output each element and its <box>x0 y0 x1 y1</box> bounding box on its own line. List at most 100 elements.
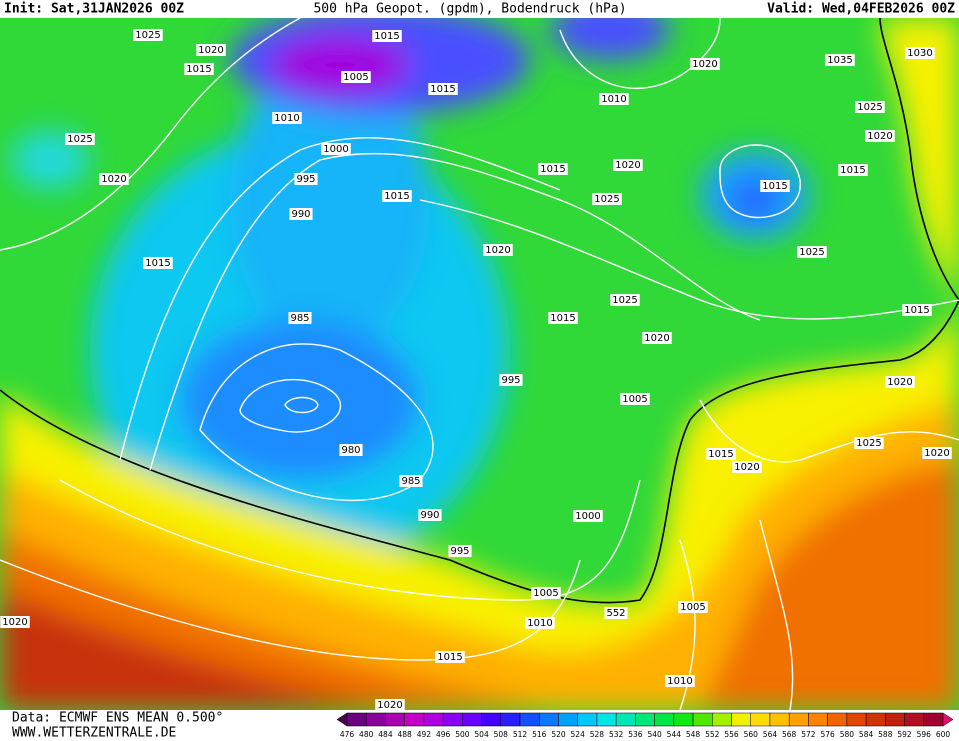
map-title: 500 hPa Geopot. (gpdm), Bodendruck (hPa) <box>313 2 626 17</box>
isobar-label: 985 <box>399 475 423 487</box>
isobar-label-box <box>825 54 855 66</box>
colorbar-label: 508 <box>494 730 509 739</box>
isobar-label-box <box>99 173 129 185</box>
isobar-label-text: 1020 <box>198 45 223 56</box>
isobar-label-text: 1010 <box>274 113 299 124</box>
isobar-label-text: 1015 <box>186 64 211 75</box>
isobar-label: 1015 <box>143 257 173 269</box>
isobar-label: 1025 <box>592 193 622 205</box>
isobar-label: 995 <box>499 374 523 386</box>
isobar-label-box <box>797 246 827 258</box>
isobar-label-text: 1005 <box>343 72 368 83</box>
isobar-label-box <box>196 44 226 56</box>
isobar-label-text: 1015 <box>145 258 170 269</box>
isobar-label: 1015 <box>548 312 578 324</box>
isobar-label-box <box>885 376 915 388</box>
colorbar-cell <box>558 712 578 727</box>
colorbar-cell <box>596 712 617 727</box>
isobar-label-box <box>272 112 302 124</box>
isobar-label-text: 1005 <box>622 394 647 405</box>
isobar-label: 1015 <box>838 164 868 176</box>
isobar-label-box <box>428 83 458 95</box>
isobar-label-box <box>838 164 868 176</box>
valid-time: Valid: Wed,04FEB2026 00Z <box>767 2 955 17</box>
isobar-label-box <box>288 312 312 324</box>
isobar-label: 1015 <box>382 190 412 202</box>
isobars <box>0 18 959 710</box>
isobar-label: 1015 <box>706 448 736 460</box>
isobar-label: 1015 <box>760 180 790 192</box>
isobar-label-text: 1035 <box>827 55 852 66</box>
colorbar-label: 552 <box>705 730 720 739</box>
colorbar-cell <box>423 712 444 727</box>
isobar-label-text: 1025 <box>612 295 637 306</box>
isobar-label-box <box>143 257 173 269</box>
isobar-label-box <box>289 208 313 220</box>
colorbar-label: 548 <box>686 730 701 739</box>
colorbar-cell <box>462 712 482 727</box>
isobar-label: 1025 <box>797 246 827 258</box>
isobar-label-box <box>531 587 561 599</box>
isobar-label-box <box>902 304 932 316</box>
isobar-label-text: 1025 <box>856 438 881 449</box>
isobar-label: 990 <box>289 208 313 220</box>
isobar-label-text: 1010 <box>601 94 626 105</box>
isobar-label-box <box>604 607 628 619</box>
init-time: Init: Sat,31JAN2026 00Z <box>4 2 184 17</box>
colorbar-label: 536 <box>628 730 643 739</box>
colorbar-label: 592 <box>897 730 912 739</box>
isobar-label-box <box>905 47 935 59</box>
colorbar-cell <box>788 712 809 727</box>
colorbar-label: 492 <box>417 730 432 739</box>
isobar-label: 1025 <box>854 437 884 449</box>
isobar-label-text: 1015 <box>550 313 575 324</box>
isobar-label-text: 990 <box>420 510 439 521</box>
isobar-label: 1020 <box>483 244 513 256</box>
isobar-label-box <box>548 312 578 324</box>
isobar-label-text: 1020 <box>615 160 640 171</box>
isobar-label-text: 1015 <box>374 31 399 42</box>
isobar-label: 1010 <box>525 617 555 629</box>
isobar-label-text: 1020 <box>377 700 402 711</box>
isobar-labels: 1025102010151015100510151010102510201000… <box>0 29 952 711</box>
colorbar-label: 500 <box>455 730 470 739</box>
isobar-label: 1005 <box>531 587 561 599</box>
isobar-label-box <box>0 616 30 628</box>
colorbar-cell <box>385 712 405 727</box>
isobar-label: 1020 <box>690 58 720 70</box>
colorbar-label: 532 <box>609 730 624 739</box>
isobar-label-box <box>538 163 568 175</box>
colorbar-label: 544 <box>667 730 682 739</box>
isobar-label-text: 1025 <box>799 247 824 258</box>
isobar-label-text: 552 <box>606 608 625 619</box>
isobar-label: 1015 <box>184 63 214 75</box>
isobar-label-box <box>573 510 603 522</box>
colorbar-label: 580 <box>840 730 855 739</box>
isobar-label: 1020 <box>375 699 405 711</box>
isobar-label-box <box>642 332 672 344</box>
isobar-label: 1020 <box>642 332 672 344</box>
colorbar-cell <box>750 712 771 727</box>
colorbar-cell <box>635 712 655 727</box>
isobar-label-text: 1010 <box>527 618 552 629</box>
isobar-label-box <box>854 437 884 449</box>
isobar-label-text: 1005 <box>533 588 558 599</box>
isobar-label: 1030 <box>905 47 935 59</box>
colorbar-cell <box>731 712 751 727</box>
isobar-label-box <box>620 393 650 405</box>
colorbar-cell <box>442 712 463 727</box>
website: WWW.WETTERZENTRALE.DE <box>12 726 176 741</box>
isobar-label: 1020 <box>196 44 226 56</box>
isobar-label: 552 <box>604 607 628 619</box>
isobar-label-text: 1025 <box>594 194 619 205</box>
isobar-label-box <box>499 374 523 386</box>
isobar-label-box <box>133 29 163 41</box>
colorbar-label: 584 <box>859 730 874 739</box>
isobar-label-box <box>483 244 513 256</box>
colorbar-cell <box>346 712 367 727</box>
colorbar-cell <box>827 712 848 727</box>
isobar-label: 1025 <box>610 294 640 306</box>
colorbar-label: 516 <box>532 730 547 739</box>
isobar-label: 1015 <box>435 651 465 663</box>
colorbar-label: 568 <box>782 730 797 739</box>
